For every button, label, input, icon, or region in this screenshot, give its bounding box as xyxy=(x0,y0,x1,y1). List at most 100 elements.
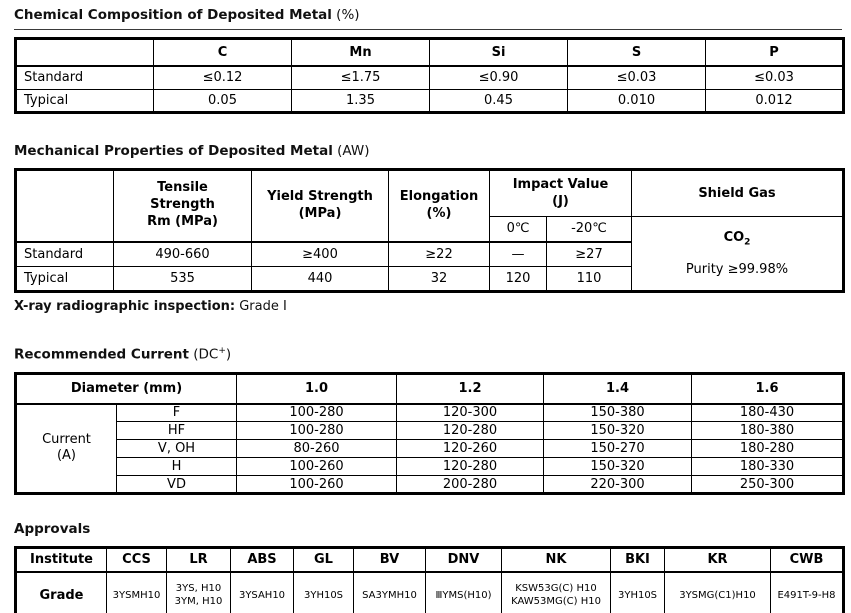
vd-1-4: 220-300 xyxy=(543,475,693,495)
hf-1-0: 100-280 xyxy=(236,421,398,441)
vd-1-0: 100-260 xyxy=(236,475,398,495)
current-group-label: Current (A) xyxy=(15,403,117,495)
mech-standard-impact-minus20c: ≥27 xyxy=(546,241,632,268)
institute-bv: BV xyxy=(353,546,426,574)
grade-bv: SA3YMH10 xyxy=(353,571,426,613)
grade-nk: KSW53G(C) H10 KAW53MG(C) H10 xyxy=(501,571,611,613)
mech-standard-elongation: ≥22 xyxy=(388,241,490,268)
chem-standard-row: Standard ≤0.12 ≤1.75 ≤0.90 ≤0.03 ≤0.03 xyxy=(15,65,844,90)
current-row-hf: HF 100-280 120-280 150-320 180-380 xyxy=(16,421,845,441)
mech-standard-impact-0c: — xyxy=(489,241,547,268)
approvals-table: Institute CCS LR ABS GL BV DNV NK BKI KR… xyxy=(14,545,845,613)
chem-typical-c: 0.05 xyxy=(153,88,292,113)
grade-lr: 3YS, H10 3YM, H10 xyxy=(166,571,231,613)
mech-standard-tensile: 490-660 xyxy=(113,241,252,268)
mech-typical-elongation: 32 xyxy=(388,266,490,293)
mech-typical-impact-0c: 120 xyxy=(489,266,547,293)
mech-header-elongation: Elongation (%) xyxy=(388,169,490,243)
position-h: H xyxy=(115,457,238,477)
mech-header-yield: Yield Strength (MPa) xyxy=(251,169,389,243)
f-1-6: 180-430 xyxy=(691,403,845,423)
voh-1-2: 120-260 xyxy=(396,439,545,459)
chem-standard-label: Standard xyxy=(15,65,154,90)
grade-bki: 3YH10S xyxy=(610,571,665,613)
hf-1-4: 150-320 xyxy=(543,421,693,441)
position-hf: HF xyxy=(115,421,238,441)
mech-header-row-1: Tensile Strength Rm (MPa) Yield Strength… xyxy=(15,169,844,243)
mechanical-properties-title-condition: (AW) xyxy=(332,142,370,159)
mech-typical-row: Typical 535 440 32 120 110 xyxy=(15,266,844,293)
voh-1-6: 180-280 xyxy=(691,439,845,459)
grade-kr: 3YSMG(C1)H10 xyxy=(664,571,771,613)
mechanical-properties-title: Mechanical Properties of Deposited Metal… xyxy=(14,142,842,160)
chem-standard-mn: ≤1.75 xyxy=(291,65,430,90)
chemical-composition-title-bold: Chemical Composition of Deposited Metal xyxy=(14,7,332,23)
voh-1-4: 150-270 xyxy=(543,439,693,459)
approvals-grade-row: Grade 3YSMH10 3YS, H10 3YM, H10 3YSAH10 … xyxy=(15,571,844,613)
mech-typical-yield: 440 xyxy=(251,266,389,293)
mech-typical-label: Typical xyxy=(15,266,114,293)
institute-nk: NK xyxy=(501,546,611,574)
chem-header-c: C xyxy=(153,37,292,68)
h-1-2: 120-280 xyxy=(396,457,545,477)
mech-subheader-minus20c: -20℃ xyxy=(546,216,632,243)
vd-1-6: 250-300 xyxy=(691,475,845,495)
institute-abs: ABS xyxy=(230,546,294,574)
chem-typical-row: Typical 0.05 1.35 0.45 0.010 0.012 xyxy=(15,88,844,113)
institute-ccs: CCS xyxy=(106,546,167,574)
chem-header-s: S xyxy=(567,37,706,68)
co2-subscript: 2 xyxy=(744,237,751,248)
approvals-grade-label: Grade xyxy=(15,571,107,613)
chem-standard-p: ≤0.03 xyxy=(705,65,844,90)
current-row-vd: VD 100-260 200-280 220-300 250-300 xyxy=(16,475,845,495)
chem-typical-p: 0.012 xyxy=(705,88,844,113)
chem-standard-si: ≤0.90 xyxy=(429,65,568,90)
current-row-h: H 100-260 120-280 150-320 180-330 xyxy=(16,457,845,477)
approvals-header-row: Institute CCS LR ABS GL BV DNV NK BKI KR… xyxy=(15,546,844,574)
recommended-current-dc-plus: + xyxy=(218,346,226,357)
chem-typical-label: Typical xyxy=(15,88,154,113)
mech-standard-yield: ≥400 xyxy=(251,241,389,268)
hf-1-6: 180-380 xyxy=(691,421,845,441)
h-1-4: 150-320 xyxy=(543,457,693,477)
xray-inspection-grade: Grade Ⅰ xyxy=(239,299,287,315)
chem-header-p: P xyxy=(705,37,844,68)
mech-header-tensile: Tensile Strength Rm (MPa) xyxy=(113,169,252,243)
position-f: F xyxy=(115,403,238,423)
institute-kr: KR xyxy=(664,546,771,574)
mechanical-properties-table: Tensile Strength Rm (MPa) Yield Strength… xyxy=(14,168,845,294)
chem-standard-s: ≤0.03 xyxy=(567,65,706,90)
mech-typical-tensile: 535 xyxy=(113,266,252,293)
approvals-institute-label: Institute xyxy=(15,546,107,574)
current-row-f: Current (A) F 100-280 120-300 150-380 18… xyxy=(15,403,845,495)
chem-header-row: C Mn Si S P xyxy=(15,37,844,68)
f-1-0: 100-280 xyxy=(236,403,398,423)
chem-typical-si: 0.45 xyxy=(429,88,568,113)
current-header-1-2: 1.2 xyxy=(396,373,545,405)
xray-inspection-label: X-ray radiographic inspection: xyxy=(14,299,236,315)
institute-lr: LR xyxy=(166,546,231,574)
f-1-4: 150-380 xyxy=(543,403,693,423)
chemical-composition-table: C Mn Si S P Standard ≤0.12 ≤1.75 ≤0.90 ≤… xyxy=(14,36,845,114)
voh-1-0: 80-260 xyxy=(236,439,398,459)
mech-header-corner xyxy=(15,169,114,243)
institute-bki: BKI xyxy=(610,546,665,574)
hf-1-2: 120-280 xyxy=(396,421,545,441)
grade-ccs: 3YSMH10 xyxy=(106,571,167,613)
mech-shield-gas-cell: CO2 Purity ≥99.98% xyxy=(631,216,844,293)
xray-inspection-line: X-ray radiographic inspection: Grade Ⅰ xyxy=(14,299,842,314)
current-header-diameter: Diameter (mm) xyxy=(14,373,238,405)
grade-cwb: E491T-9-H8 xyxy=(770,571,844,613)
institute-gl: GL xyxy=(293,546,354,574)
chem-header-mn: Mn xyxy=(291,37,430,68)
shield-gas-co2: CO2 xyxy=(723,230,751,248)
position-vd: VD xyxy=(115,475,238,495)
chem-typical-s: 0.010 xyxy=(567,88,706,113)
mech-header-shield-gas: Shield Gas xyxy=(631,169,844,218)
recommended-current-dc-open: (DC xyxy=(188,346,219,363)
chemical-composition-title-unit: (%) xyxy=(331,7,360,23)
institute-cwb: CWB xyxy=(770,546,844,574)
f-1-2: 120-300 xyxy=(396,403,545,423)
mech-typical-impact-minus20c: 110 xyxy=(546,266,632,293)
